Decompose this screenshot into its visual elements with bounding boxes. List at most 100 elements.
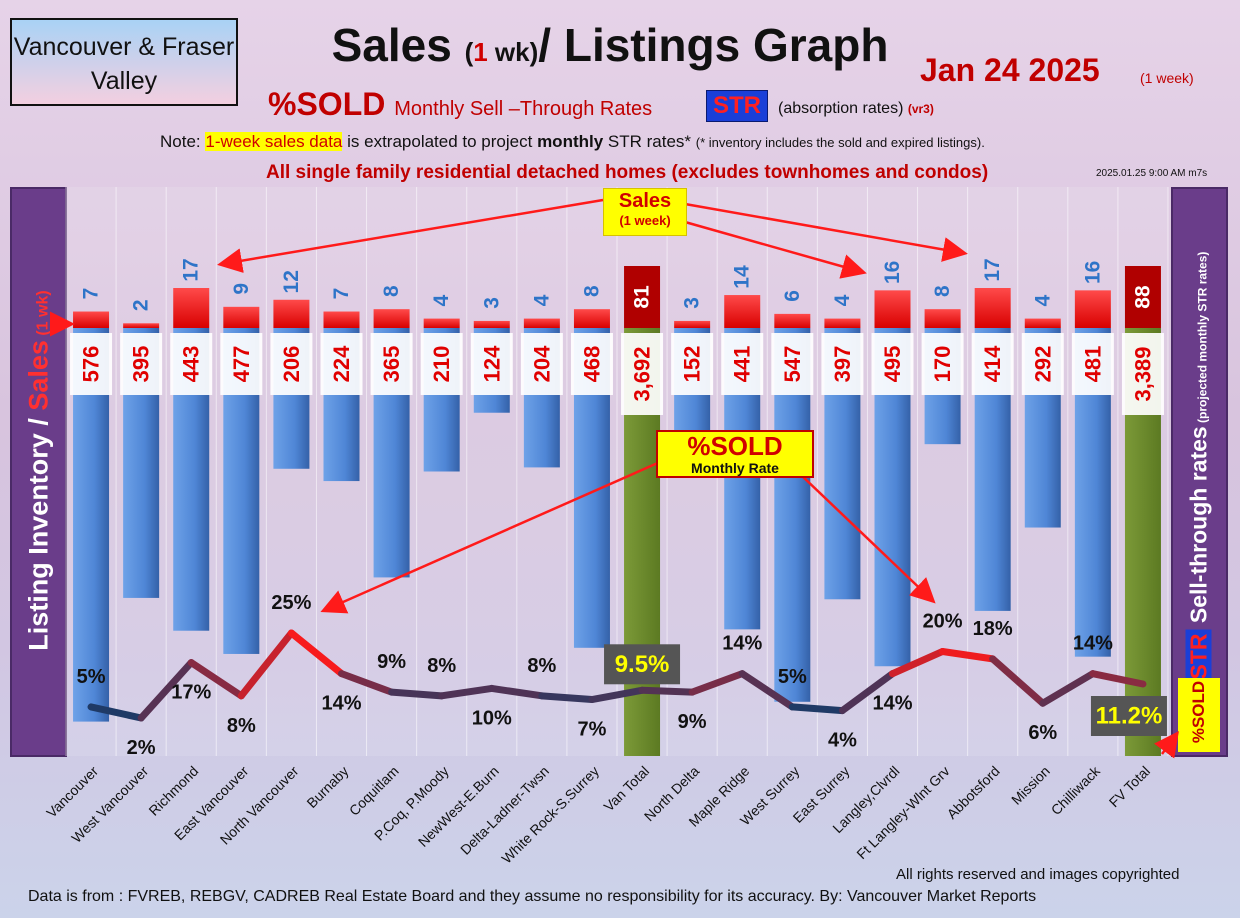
- category-label: FV Total: [1106, 763, 1153, 810]
- inventory-label: 477: [229, 346, 254, 383]
- inventory-label-bg: [320, 333, 363, 395]
- region-box: Vancouver & Fraser Valley: [10, 18, 238, 106]
- str-line-segment: [87, 703, 145, 722]
- str-line-segment: [438, 684, 496, 700]
- inventory-label-bg: [420, 333, 463, 395]
- str-label: 9%: [377, 651, 406, 673]
- category-label: Delta-Ladner-Twsn: [457, 763, 552, 858]
- str-line-segment: [588, 686, 646, 704]
- sales-bar: [573, 309, 610, 328]
- sales-bar: [223, 306, 260, 328]
- str-label: 14%: [722, 633, 762, 655]
- sales-bar: [423, 318, 460, 328]
- sales-bar: [173, 288, 210, 328]
- str-line-segment: [187, 659, 245, 700]
- inventory-label: 224: [329, 345, 354, 382]
- arrow-sales-left: [217, 198, 604, 274]
- str-line-segment: [889, 647, 947, 678]
- str-line-segment: [137, 659, 195, 722]
- inventory-label: 124: [479, 345, 504, 382]
- str-label: 9.5%: [615, 651, 670, 678]
- sales-bar: [273, 299, 310, 328]
- inventory-label: 495: [880, 346, 905, 383]
- sales-bar: [674, 320, 711, 328]
- sales-label: 16: [881, 261, 904, 284]
- category-label: Mission: [1008, 763, 1053, 808]
- sales-label: 4: [530, 294, 553, 306]
- sales-label: 16: [1081, 261, 1104, 284]
- inventory-label-bg: [370, 333, 413, 395]
- chart-title: Sales (1 wk)/ Listings Graph: [331, 19, 889, 71]
- inventory-label: 292: [1030, 346, 1055, 383]
- str-line-segment: [989, 655, 1047, 707]
- sales-label: 7: [80, 288, 103, 300]
- str-line-segment: [287, 629, 345, 678]
- inventory-label: 576: [79, 346, 104, 383]
- inventory-label-bg: [120, 333, 163, 395]
- sales-bar: [323, 311, 360, 328]
- sales-label: 4: [831, 294, 854, 306]
- subtitle: %SOLD Monthly Sell –Through Rates: [268, 86, 653, 122]
- inventory-label: 397: [830, 346, 855, 383]
- inventory-label-bg: [621, 333, 664, 415]
- inventory-label-bg: [1021, 333, 1064, 395]
- arrow-fv-total: [1154, 730, 1179, 759]
- sales-bar: [824, 318, 861, 328]
- arrow-sold-right: [799, 473, 936, 604]
- sales-bar: [1124, 266, 1161, 328]
- report-date: Jan 24 2025: [920, 52, 1100, 88]
- str-label: 14%: [321, 693, 361, 715]
- str-label: 2%: [127, 737, 156, 759]
- str-label: 8%: [227, 715, 256, 737]
- sales-bars: [73, 266, 1161, 328]
- sales-label: 8: [931, 285, 954, 297]
- str-label: 5%: [77, 666, 106, 688]
- str-line-segment: [738, 670, 796, 711]
- report-date-note: (1 week): [1140, 70, 1194, 86]
- absorption-note: (absorption rates) (vr3): [778, 100, 934, 117]
- str-line-segment: [788, 703, 846, 715]
- sales-label: 88: [1131, 285, 1154, 309]
- timestamp: 2025.01.25 9:00 AM m7s: [1096, 168, 1208, 179]
- sales-label: 4: [430, 294, 453, 306]
- inventory-label-bg: [821, 333, 864, 395]
- source-note: Data is from : FVREB, REBGV, CADREB Real…: [28, 888, 1037, 905]
- inventory-label: 547: [780, 346, 805, 383]
- sales-bar: [974, 288, 1011, 328]
- sales-callout: Sales (1 week): [603, 188, 687, 236]
- str-label: 25%: [271, 592, 311, 614]
- inventory-label-bg: [520, 333, 563, 395]
- inventory-label-bg: [170, 333, 213, 395]
- inventory-label-bg: [220, 333, 263, 395]
- sales-bar: [123, 323, 160, 328]
- region-label: Vancouver & Fraser Valley: [13, 33, 235, 95]
- sales-bar: [874, 290, 911, 328]
- str-line-segment: [338, 670, 396, 696]
- str-line-segment: [939, 647, 997, 663]
- category-label: Chilliwack: [1048, 762, 1104, 818]
- sales-label: 14: [731, 265, 754, 289]
- inventory-label: 3,389: [1130, 346, 1155, 401]
- str-label: 17%: [171, 682, 211, 704]
- sales-label: 2: [130, 299, 153, 311]
- inventory-label-bg: [721, 333, 764, 395]
- str-total-bg: [1090, 696, 1167, 736]
- sales-label: 3: [480, 297, 503, 309]
- sales-label: 3: [681, 297, 704, 309]
- inventory-labels: 576 395 443 477 206 224 365 210 124 204 468 3,692 15…: [70, 333, 1164, 415]
- inventory-label: 3,692: [630, 346, 655, 401]
- inventory-label: 206: [279, 346, 304, 383]
- category-label: Burnaby: [303, 763, 351, 811]
- arrow-sales-right: [684, 202, 968, 262]
- inventory-label: 204: [529, 345, 554, 382]
- str-label: 7%: [578, 719, 607, 741]
- inventory-label: 414: [980, 345, 1005, 382]
- str-label: 10%: [472, 707, 512, 729]
- copyright: All rights reserved and images copyright…: [896, 866, 1180, 883]
- str-label: 9%: [678, 711, 707, 733]
- inventory-label-bg: [1071, 333, 1114, 395]
- str-label: 4%: [828, 730, 857, 752]
- str-label: 8%: [527, 655, 556, 677]
- inventory-label: 441: [730, 346, 755, 383]
